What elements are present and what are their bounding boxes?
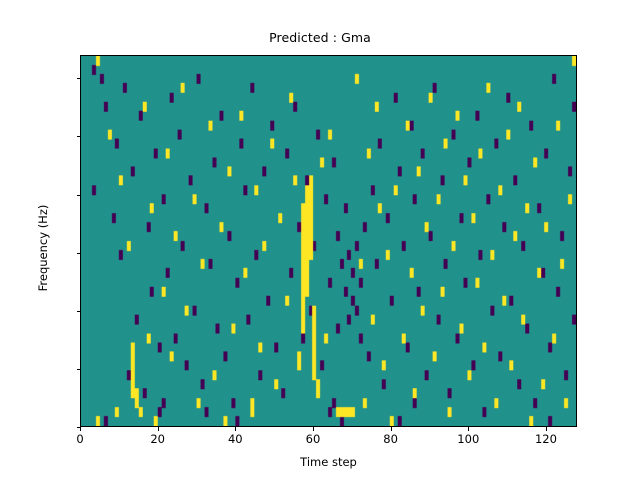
x-tick-label: 60	[305, 432, 321, 446]
y-tick-mark	[76, 78, 80, 80]
x-tick-label: 100	[457, 432, 480, 446]
x-tick-mark	[80, 427, 82, 431]
y-tick-mark	[76, 368, 80, 370]
x-tick-label: 40	[227, 432, 243, 446]
x-tick-label: 80	[383, 432, 398, 446]
x-tick-mark	[157, 427, 159, 431]
x-tick-label: 20	[150, 432, 165, 446]
heatmap-image	[81, 56, 576, 426]
x-axis-label: Time step	[300, 455, 357, 469]
y-tick-mark	[76, 194, 80, 196]
chart-title: Predicted : Gma	[269, 30, 371, 45]
x-tick-mark	[468, 427, 470, 431]
x-tick-mark	[390, 427, 392, 431]
y-tick-mark	[76, 136, 80, 138]
x-tick-mark	[235, 427, 237, 431]
heatmap-axes[interactable]	[80, 55, 577, 427]
y-tick-mark	[76, 252, 80, 254]
x-tick-label: 120	[534, 432, 557, 446]
x-tick-mark	[545, 427, 548, 431]
y-axis-label: Frequency (Hz)	[36, 204, 50, 292]
x-tick-mark	[312, 427, 315, 431]
y-tick-mark	[76, 310, 80, 312]
y-tick-mark	[76, 427, 80, 429]
x-tick-label: 0	[76, 432, 84, 446]
